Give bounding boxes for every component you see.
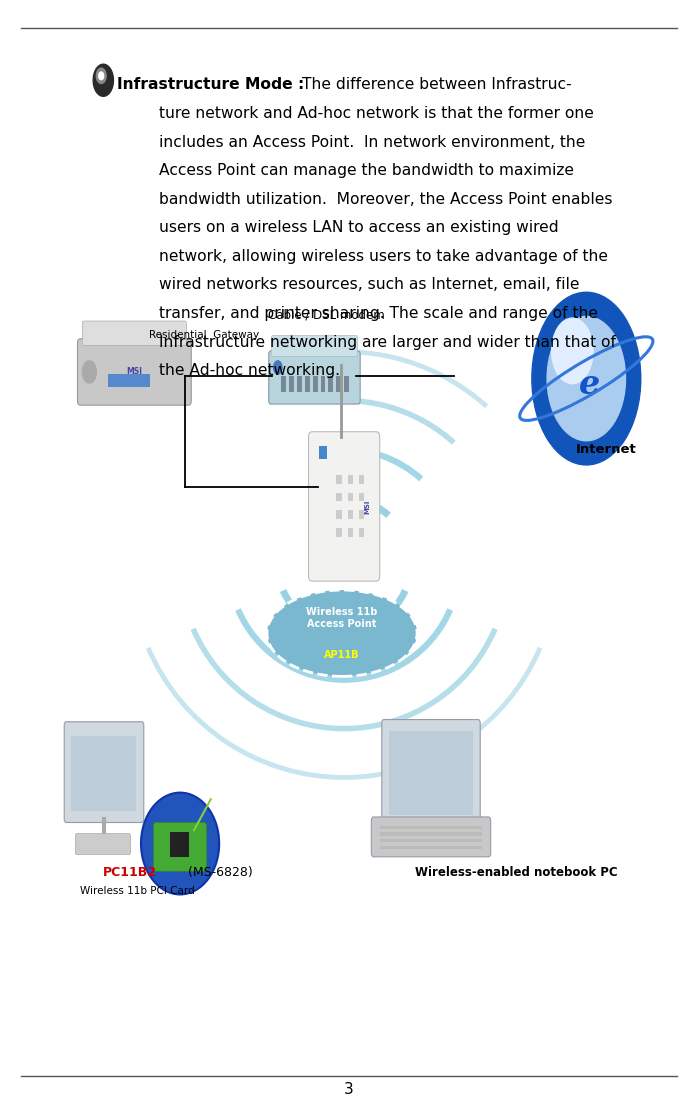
Circle shape xyxy=(99,72,103,80)
Bar xyxy=(348,528,353,537)
Text: AP11B: AP11B xyxy=(325,650,359,661)
Bar xyxy=(281,376,286,392)
FancyBboxPatch shape xyxy=(64,722,144,823)
Circle shape xyxy=(551,318,593,384)
Bar xyxy=(170,832,189,857)
Text: bandwidth utilization.  Moreover, the Access Point enables: bandwidth utilization. Moreover, the Acc… xyxy=(159,192,613,207)
Bar xyxy=(348,475,353,484)
Circle shape xyxy=(96,69,106,84)
Text: wired networks resources, such as Internet, email, file: wired networks resources, such as Intern… xyxy=(159,278,579,292)
Bar xyxy=(344,376,349,392)
Bar xyxy=(313,376,318,392)
Bar xyxy=(319,446,327,459)
Text: users on a wireless LAN to access an existing wired: users on a wireless LAN to access an exi… xyxy=(159,220,559,236)
Bar xyxy=(336,528,342,537)
Text: The difference between Infrastruc-: The difference between Infrastruc- xyxy=(302,77,571,93)
FancyBboxPatch shape xyxy=(75,834,131,855)
Circle shape xyxy=(547,317,625,441)
Bar xyxy=(380,839,482,842)
Bar xyxy=(380,832,482,836)
Circle shape xyxy=(532,292,641,465)
FancyBboxPatch shape xyxy=(382,720,480,826)
Bar xyxy=(380,846,482,849)
Text: PC11B2: PC11B2 xyxy=(103,866,157,879)
Bar xyxy=(297,376,302,392)
Text: Infrastructure Mode :: Infrastructure Mode : xyxy=(117,77,304,93)
FancyBboxPatch shape xyxy=(309,432,380,581)
Bar xyxy=(389,731,473,815)
Bar xyxy=(348,510,353,519)
Circle shape xyxy=(93,64,113,96)
Text: includes an Access Point.  In network environment, the: includes an Access Point. In network env… xyxy=(159,135,586,149)
Text: ture network and Ad-hoc network is that the former one: ture network and Ad-hoc network is that … xyxy=(159,106,594,121)
Bar xyxy=(71,736,136,811)
Text: the Ad-hoc networking.: the Ad-hoc networking. xyxy=(159,363,340,379)
Bar xyxy=(336,475,342,484)
Text: Wireless 11b
Access Point: Wireless 11b Access Point xyxy=(306,607,378,629)
Bar xyxy=(359,528,364,537)
Bar xyxy=(320,376,325,392)
Bar xyxy=(108,374,150,387)
Bar xyxy=(348,493,353,501)
Bar xyxy=(359,493,364,501)
FancyBboxPatch shape xyxy=(272,335,357,356)
Circle shape xyxy=(274,361,282,374)
Text: Internet: Internet xyxy=(575,443,637,456)
FancyBboxPatch shape xyxy=(154,823,207,871)
FancyBboxPatch shape xyxy=(269,351,360,404)
Text: network, allowing wireless users to take advantage of the: network, allowing wireless users to take… xyxy=(159,249,608,263)
Text: Access Point can manage the bandwidth to maximize: Access Point can manage the bandwidth to… xyxy=(159,163,574,178)
Text: Residential  Gateway: Residential Gateway xyxy=(149,330,259,340)
Text: MSI: MSI xyxy=(364,499,371,514)
Bar xyxy=(289,376,294,392)
Bar xyxy=(329,376,334,392)
Text: Infrastructure networking are larger and wider than that of: Infrastructure networking are larger and… xyxy=(159,334,616,350)
Bar xyxy=(336,493,342,501)
Circle shape xyxy=(82,361,96,383)
Text: Wireless 11b PCI Card: Wireless 11b PCI Card xyxy=(80,886,195,896)
Ellipse shape xyxy=(267,590,417,676)
Text: Cable / DSL modem: Cable / DSL modem xyxy=(268,308,385,321)
Text: transfer, and printer sharing. The scale and range of the: transfer, and printer sharing. The scale… xyxy=(159,306,598,321)
Bar xyxy=(336,376,341,392)
Text: 3: 3 xyxy=(344,1082,354,1097)
Bar xyxy=(305,376,310,392)
Text: MSI: MSI xyxy=(126,368,142,376)
Text: Wireless-enabled notebook PC: Wireless-enabled notebook PC xyxy=(415,866,618,879)
Bar xyxy=(380,826,482,829)
Ellipse shape xyxy=(141,793,219,894)
Bar xyxy=(336,510,342,519)
FancyBboxPatch shape xyxy=(82,321,186,345)
Text: (MS-6828): (MS-6828) xyxy=(184,866,252,879)
Bar xyxy=(359,475,364,484)
Bar xyxy=(359,510,364,519)
FancyBboxPatch shape xyxy=(371,817,491,857)
Text: e: e xyxy=(579,368,600,401)
FancyBboxPatch shape xyxy=(77,339,191,405)
